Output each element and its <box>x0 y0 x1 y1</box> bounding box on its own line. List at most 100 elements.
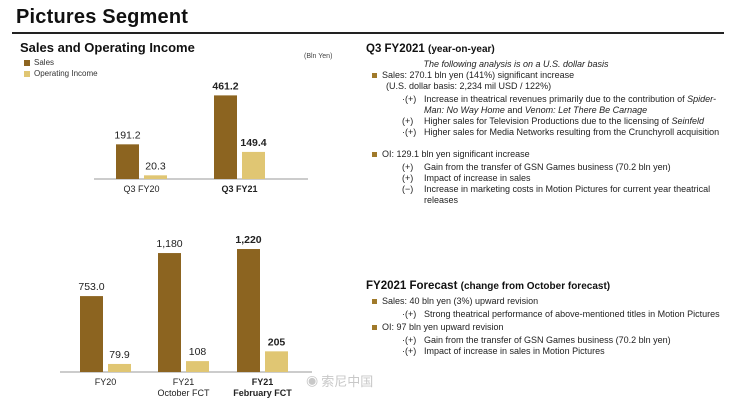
bar-sales <box>116 144 139 179</box>
bullet-square <box>372 299 377 304</box>
page-title: Pictures Segment <box>16 6 189 28</box>
item-mark: ·(+) <box>402 127 417 137</box>
category-label: Q3 FY21 <box>221 184 257 194</box>
legend-label-sales: Sales <box>34 58 55 67</box>
q3-sales-text: Sales: 270.1 bln yen (141%) significant … <box>382 70 575 80</box>
legend-swatch-operating-income <box>24 70 30 77</box>
item-text-mid: and <box>504 105 525 115</box>
data-label: 20.3 <box>145 160 166 172</box>
title-spiderman: Spider-Man: No Way Home <box>424 94 716 115</box>
q3-analysis-panel: Q3 FY2021 (year-on-year) The following a… <box>366 43 726 206</box>
chart-section-title: Sales and Operating Income <box>20 40 195 55</box>
bullet-square <box>372 325 377 330</box>
forecast-sales-items: ·(+) Strong theatrical performance of ab… <box>366 309 726 320</box>
category-label: FY20 <box>95 377 117 387</box>
legend-item-sales: Sales <box>24 57 98 68</box>
q3-sales-bullet: Sales: 270.1 bln yen (141%) significant … <box>366 70 726 81</box>
forecast-panel: FY2021 Forecast (change from October for… <box>366 280 726 357</box>
forecast-heading-main: FY2021 Forecast <box>366 280 458 292</box>
data-label: 149.4 <box>240 137 266 149</box>
category-label: FY21 <box>173 377 195 387</box>
item-mark: (+) <box>402 173 414 183</box>
forecast-sales-item: ·(+) Strong theatrical performance of ab… <box>394 309 726 320</box>
data-label: 108 <box>189 346 207 358</box>
item-text: Strong theatrical performance of above-m… <box>424 309 720 319</box>
q3-oi-item: (−) Increase in marketing costs in Motio… <box>394 184 726 206</box>
data-label: 753.0 <box>78 281 104 293</box>
legend-swatch-sales <box>24 59 30 66</box>
item-mark: ·(+) <box>402 94 417 104</box>
data-label: 79.9 <box>109 349 130 361</box>
bar-sales <box>214 95 237 179</box>
q3-oi-item: (+) Gain from the transfer of GSN Games … <box>394 162 726 173</box>
q3-oi-items: (+) Gain from the transfer of GSN Games … <box>366 162 726 206</box>
q3-heading-suffix: (year-on-year) <box>428 44 495 55</box>
q3-sales-items: ·(+) Increase in theatrical revenues pri… <box>366 94 726 138</box>
q3-basis-note: The following analysis is on a U.S. doll… <box>423 59 609 69</box>
data-label: 205 <box>268 336 286 348</box>
forecast-oi-item: ·(+) Gain from the transfer of GSN Games… <box>394 335 726 346</box>
forecast-sales-text: Sales: 40 bln yen (3%) upward revision <box>382 296 539 306</box>
data-label: 1,180 <box>156 238 182 250</box>
forecast-oi-bullet: OI: 97 bln yen upward revision <box>366 322 726 333</box>
legend-item-operating-income: Operating Income <box>24 68 98 79</box>
item-mark: (+) <box>402 116 414 126</box>
forecast-heading: FY2021 Forecast (change from October for… <box>366 280 726 292</box>
q3-sales-item: ·(+) Higher sales for Media Networks res… <box>394 127 726 138</box>
bar-sales <box>158 253 181 372</box>
item-text: Gain from the transfer of GSN Games busi… <box>424 335 671 345</box>
item-text: Gain from the transfer of GSN Games busi… <box>424 162 671 172</box>
bar-sales <box>80 296 103 372</box>
category-label: February FCT <box>233 388 292 398</box>
legend-label-operating-income: Operating Income <box>34 69 98 78</box>
item-mark: ·(+) <box>402 335 417 345</box>
unit-label: (Bln Yen) <box>304 53 333 60</box>
title-venom: Venom: Let There Be Carnage <box>524 105 648 115</box>
q3-oi-text: OI: 129.1 bln yen significant increase <box>382 149 530 159</box>
item-text-pre: Higher sales for Television Productions … <box>424 116 672 126</box>
q3-sales-item: (+) Higher sales for Television Producti… <box>394 116 726 127</box>
watermark-text: 索尼中国 <box>321 374 374 389</box>
item-mark: ·(+) <box>402 309 417 319</box>
data-label: 1,220 <box>235 234 261 246</box>
item-text: Higher sales for Television Productions … <box>424 116 726 127</box>
bar-operating-income <box>144 175 167 179</box>
item-text-pre: Increase in theatrical revenues primaril… <box>424 94 688 104</box>
q3-oi-bullet: OI: 129.1 bln yen significant increase <box>366 149 726 160</box>
q3-usd-line: (U.S. dollar basis: 2,234 mil USD / 122%… <box>386 81 552 91</box>
title-divider <box>12 32 724 34</box>
forecast-oi-items: ·(+) Gain from the transfer of GSN Games… <box>366 335 726 357</box>
q3-oi-item: (+) Impact of increase in sales <box>394 173 726 184</box>
bullet-square <box>372 152 377 157</box>
q3-heading-main: Q3 FY2021 <box>366 43 425 55</box>
category-label: October FCT <box>157 388 210 398</box>
item-text: Impact of increase in sales in Motion Pi… <box>424 346 605 356</box>
data-label: 461.2 <box>212 80 238 92</box>
q3-sales-item: ·(+) Increase in theatrical revenues pri… <box>394 94 726 116</box>
title-seinfeld: Seinfeld <box>671 116 705 126</box>
item-text: Increase in marketing costs in Motion Pi… <box>424 184 711 205</box>
item-mark: (+) <box>402 162 414 172</box>
q3-heading: Q3 FY2021 (year-on-year) <box>366 43 726 55</box>
item-mark: (−) <box>402 184 414 194</box>
chart-legend: Sales Operating Income <box>24 57 98 79</box>
bar-operating-income <box>108 363 131 372</box>
forecast-oi-item: ·(+) Impact of increase in sales in Moti… <box>394 346 726 357</box>
bar-operating-income <box>242 151 265 179</box>
bar-operating-income <box>186 361 209 372</box>
bullet-square <box>372 73 377 78</box>
item-text: Impact of increase in sales <box>424 173 531 183</box>
category-label: Q3 FY20 <box>123 184 159 194</box>
watermark: ◉ 索尼中国 <box>306 371 373 390</box>
weibo-icon: ◉ <box>306 372 319 388</box>
forecast-sales-bullet: Sales: 40 bln yen (3%) upward revision <box>366 296 726 307</box>
forecast-heading-suffix: (change from October forecast) <box>460 281 611 292</box>
bar-operating-income <box>265 351 288 372</box>
item-text: Higher sales for Media Networks resultin… <box>424 127 720 137</box>
item-mark: ·(+) <box>402 346 417 356</box>
bar-sales <box>237 249 260 372</box>
item-text: Increase in theatrical revenues primaril… <box>424 94 726 116</box>
data-label: 191.2 <box>114 129 140 141</box>
category-label: FY21 <box>252 377 274 387</box>
